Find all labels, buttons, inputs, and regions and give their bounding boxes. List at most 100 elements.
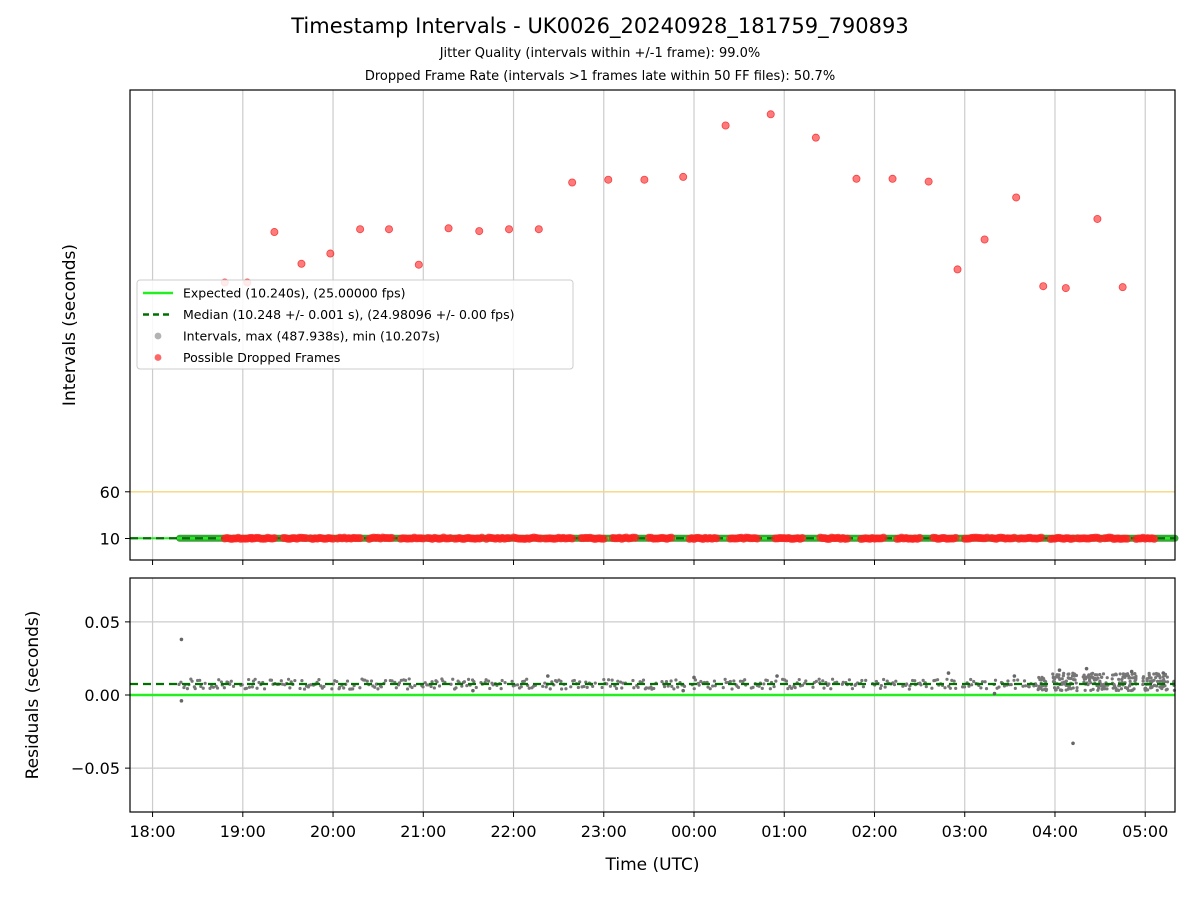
- residual-point: [610, 678, 614, 682]
- residual-point: [300, 679, 304, 683]
- residual-point: [1097, 686, 1101, 690]
- residual-point: [760, 686, 764, 690]
- residual-outlier-point: [179, 637, 184, 642]
- residual-point: [217, 678, 221, 682]
- residual-point: [488, 686, 492, 691]
- residual-point: [365, 679, 369, 683]
- residual-point: [666, 684, 670, 688]
- residual-point: [515, 683, 520, 687]
- residual-point: [397, 681, 402, 685]
- residual-point: [421, 685, 425, 689]
- residual-point: [289, 680, 293, 684]
- dropped-frame-point: [604, 175, 613, 184]
- residual-point: [335, 679, 339, 684]
- dropped-frame-point: [1039, 282, 1048, 291]
- residual-point: [919, 683, 923, 687]
- dropped-frame-point: [888, 174, 897, 183]
- residual-point: [1069, 676, 1073, 681]
- residual-point: [429, 684, 433, 689]
- legend-dot-swatch: [154, 354, 162, 361]
- residual-point: [390, 679, 394, 683]
- residual-point: [383, 679, 388, 683]
- residual-point: [286, 677, 291, 681]
- residual-point: [198, 678, 202, 682]
- residual-point: [1056, 685, 1060, 690]
- dropped-frame-point: [1118, 283, 1127, 292]
- residual-point: [1126, 674, 1131, 678]
- residual-point: [231, 684, 236, 688]
- residual-point: [1158, 676, 1162, 680]
- dropped-frame-point: [356, 534, 365, 543]
- residual-point: [1147, 671, 1151, 675]
- residuals-y-tick-label: 0.05: [84, 613, 120, 632]
- residual-point: [358, 686, 362, 690]
- residual-point: [462, 680, 466, 684]
- residual-point: [1155, 679, 1160, 683]
- residual-point: [730, 687, 734, 691]
- residual-point: [1075, 686, 1079, 690]
- residual-point: [765, 678, 769, 683]
- dropped-frame-point: [270, 534, 279, 543]
- residual-point: [1074, 673, 1079, 678]
- x-tick-label: 20:00: [310, 822, 356, 841]
- residual-point: [309, 683, 313, 687]
- residual-point: [222, 686, 226, 690]
- residual-point: [1128, 676, 1133, 680]
- residual-point: [1152, 672, 1156, 676]
- residual-point: [1075, 688, 1079, 693]
- residual-point: [288, 686, 292, 690]
- residual-point: [472, 680, 476, 684]
- residual-point: [841, 680, 845, 684]
- residual-outlier-point: [1129, 669, 1134, 674]
- residual-point: [1012, 678, 1016, 682]
- residual-point: [503, 680, 507, 685]
- residual-point: [550, 680, 554, 684]
- residual-point: [1123, 675, 1127, 679]
- dropped-frame-point: [980, 235, 989, 244]
- dropped-frame-point: [640, 175, 649, 184]
- residual-point: [1060, 677, 1064, 681]
- residual-point: [499, 686, 503, 691]
- residual-point: [1141, 682, 1145, 687]
- residual-point: [279, 679, 283, 683]
- residual-point: [582, 684, 586, 689]
- residual-point: [1155, 688, 1159, 692]
- dropped-frame-point: [721, 121, 730, 130]
- x-tick-label: 02:00: [851, 822, 897, 841]
- residual-point: [280, 682, 284, 686]
- residual-point: [706, 685, 710, 689]
- residual-point: [1134, 678, 1138, 682]
- residual-outlier-point: [546, 674, 550, 678]
- residual-point: [1044, 679, 1048, 684]
- residual-point: [544, 685, 548, 689]
- residual-point: [850, 687, 855, 691]
- dropped-frame-point: [1037, 533, 1046, 542]
- dropped-frame-point: [599, 534, 608, 543]
- residual-point: [1117, 677, 1121, 681]
- dropped-frame-point: [766, 110, 775, 119]
- residual-point: [449, 682, 453, 686]
- residual-point: [298, 686, 302, 691]
- residual-point: [682, 684, 687, 688]
- residual-outlier-point: [1071, 741, 1075, 746]
- residual-point: [193, 686, 197, 691]
- residual-point: [572, 678, 576, 683]
- residual-point: [882, 677, 886, 682]
- residual-point: [322, 684, 326, 689]
- residual-point: [641, 678, 646, 682]
- residual-point: [962, 685, 967, 689]
- residual-point: [1163, 680, 1167, 684]
- residual-point: [708, 687, 712, 691]
- x-tick-label: 00:00: [671, 822, 717, 841]
- residual-point: [1149, 676, 1153, 680]
- residual-point: [723, 677, 727, 681]
- intervals-y-tick-label: 60: [100, 483, 120, 502]
- residual-outlier-point: [692, 675, 696, 680]
- residual-point: [1098, 679, 1102, 683]
- residual-point: [1091, 671, 1095, 675]
- residual-point: [255, 686, 259, 690]
- residual-point: [751, 685, 755, 689]
- residual-point: [632, 686, 636, 690]
- x-tick-label: 19:00: [220, 822, 266, 841]
- residual-point: [219, 680, 223, 684]
